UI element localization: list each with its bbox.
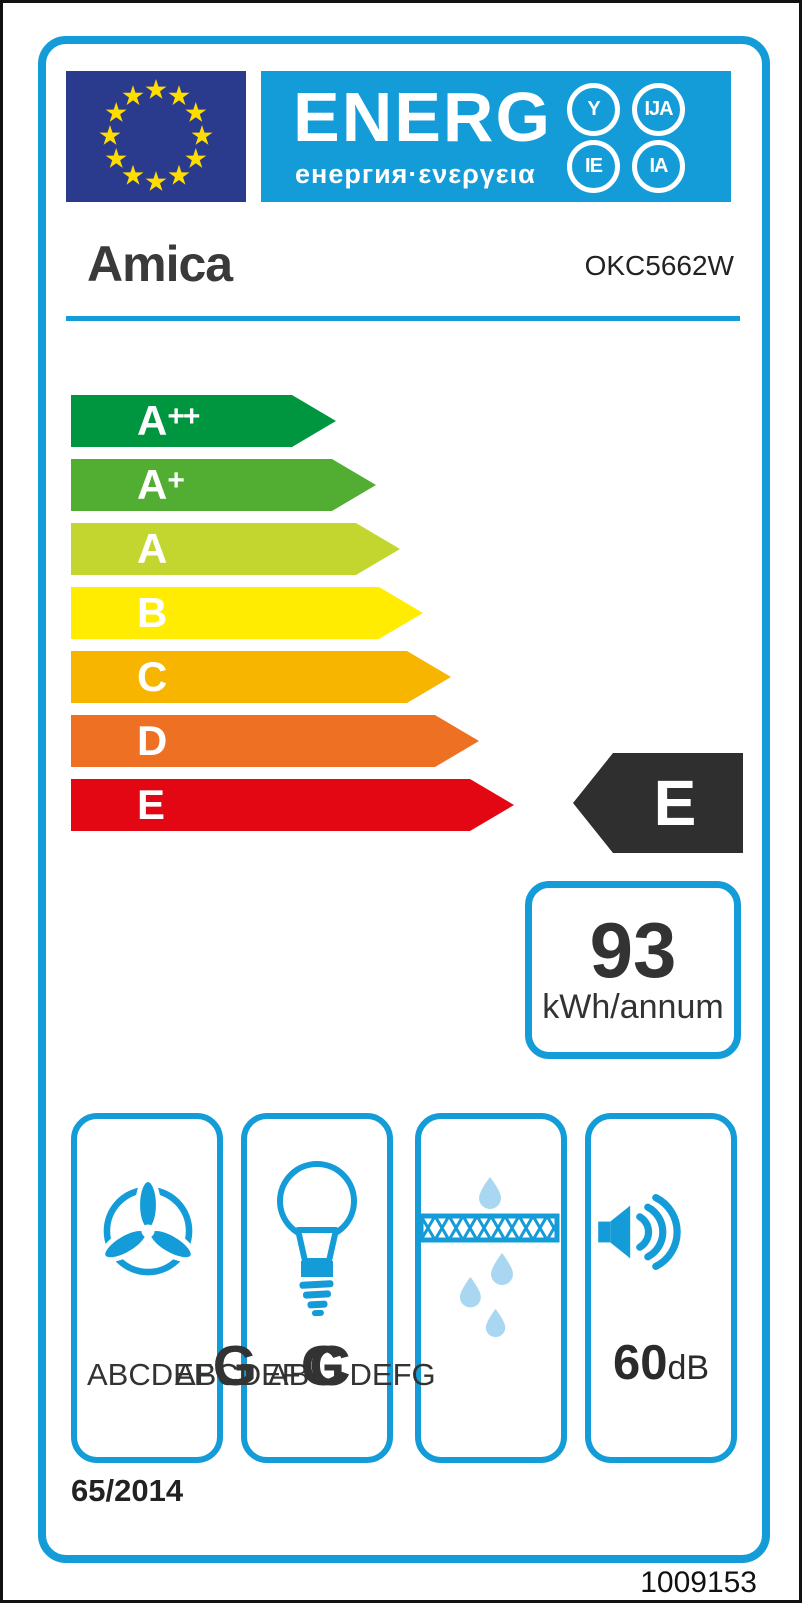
- brand-logo: Amica: [87, 236, 233, 292]
- noise-level: 60dB: [585, 1335, 737, 1391]
- model-number: OKC5662W: [584, 250, 734, 281]
- lighting-efficiency-box: [241, 1113, 393, 1463]
- energ-suffix-ie-badge: IE: [567, 140, 620, 193]
- grease-filter-icon: [418, 1213, 560, 1243]
- eu-flag-stars-icon: [99, 79, 213, 191]
- energ-logo-text: ENERG: [293, 78, 552, 156]
- regulation-number: 65/2014: [71, 1473, 184, 1508]
- rating-arrow-b: B: [71, 587, 423, 639]
- scale-prefix: AB: [268, 1357, 310, 1392]
- selected-class-letter: E: [653, 767, 697, 839]
- scale-prefix: ABCDEF: [87, 1357, 213, 1392]
- rating-arrow-label: A++: [137, 397, 199, 444]
- speaker-icon: [598, 1194, 681, 1270]
- fan-efficiency-scale: ABCDEF G: [87, 1333, 257, 1398]
- scale-suffix: DEFG: [349, 1357, 436, 1392]
- rating-arrow-label: D: [137, 717, 168, 764]
- grease-filtering-scale: AB C DEFG: [268, 1333, 436, 1398]
- rating-arrow-d: D: [71, 715, 479, 767]
- rating-arrow-ap: A+: [71, 459, 376, 511]
- fan-icon: [100, 1177, 196, 1276]
- lighting-efficiency-scale: ABCDEF G: [175, 1333, 345, 1398]
- fan-class-letter: G: [212, 1334, 257, 1398]
- rating-arrow-a: A: [71, 523, 400, 575]
- scale-prefix: ABCDEF: [175, 1357, 301, 1392]
- water-droplets-icon: [459, 1177, 513, 1338]
- rating-scale: A++ A+ A B C D E: [71, 395, 514, 831]
- rating-arrow-label: E: [137, 781, 166, 828]
- rating-arrow-app: A++: [71, 395, 336, 447]
- annual-energy-unit: kWh/annum: [542, 987, 724, 1026]
- energ-logo-subtitle: енергия·ενεργεια: [295, 159, 536, 189]
- annual-energy-box: 93 kWh/annum: [525, 881, 741, 1059]
- grease-class-letter: C: [309, 1334, 350, 1398]
- noise-value: 60: [612, 1336, 668, 1390]
- noise-unit: dB: [667, 1349, 710, 1387]
- rating-arrow-label: A: [137, 525, 168, 572]
- reference-number: 1009153: [640, 1566, 757, 1599]
- selected-class-indicator: E: [573, 753, 743, 853]
- grease-filtering-box: [415, 1113, 567, 1463]
- lighting-class-letter: G: [300, 1334, 345, 1398]
- energ-suffix-ija-badge: IJA: [632, 83, 685, 136]
- header-divider: [66, 316, 740, 321]
- rating-arrow-label: A+: [137, 461, 183, 508]
- energ-suffix-ia-badge: IA: [632, 140, 685, 193]
- rating-arrow-label: B: [137, 589, 168, 636]
- energ-logo-box: ENERG енергия·ενεργεια Y IJA IE IA: [261, 71, 731, 202]
- label-border: [38, 36, 770, 1563]
- annual-energy-value: 93: [589, 906, 677, 995]
- rating-arrow-label: C: [137, 653, 168, 700]
- energ-suffix-y-badge: Y: [567, 83, 620, 136]
- rating-arrow-e: E: [71, 779, 514, 831]
- fan-efficiency-box: [71, 1113, 223, 1463]
- lightbulb-icon: [277, 1161, 357, 1317]
- eu-flag: [66, 71, 246, 202]
- rating-arrow-c: C: [71, 651, 451, 703]
- noise-box: [585, 1113, 737, 1463]
